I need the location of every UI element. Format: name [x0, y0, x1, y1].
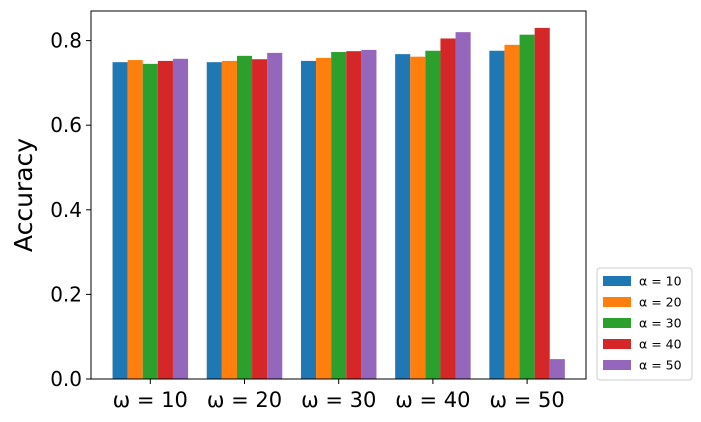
bar [361, 49, 377, 379]
legend-swatch [603, 360, 631, 370]
bar [504, 44, 520, 380]
bar [440, 38, 456, 380]
legend-label: α = 20 [639, 295, 682, 310]
x-tick-label: ω = 20 [207, 388, 282, 412]
y-tick-label: 0.4 [50, 198, 82, 222]
bar [157, 60, 173, 379]
bar [410, 56, 426, 380]
x-tick-label: ω = 30 [301, 388, 376, 412]
bars-layer [112, 27, 565, 380]
bar [534, 27, 550, 379]
y-axis: 0.0 0.2 0.4 0.6 0.8 [50, 29, 91, 391]
bar [316, 57, 332, 379]
bar [300, 60, 317, 379]
bar [489, 50, 505, 379]
bar [112, 62, 128, 380]
legend-swatch [603, 339, 631, 349]
bar [267, 52, 283, 379]
bar [331, 52, 347, 379]
bar [425, 50, 441, 379]
legend-swatch [603, 297, 631, 307]
bar [236, 55, 253, 380]
legend-box [596, 267, 693, 381]
legend-swatch [603, 276, 631, 286]
bar [346, 51, 362, 380]
legend: α = 10 α = 20 α = 30 α = 40 α = 50 [596, 267, 693, 381]
bar [142, 63, 158, 380]
bar [221, 60, 237, 379]
x-axis: ω = 10 ω = 20 ω = 30 ω = 40 ω = 50 [113, 379, 565, 412]
bar [395, 54, 411, 379]
legend-label: α = 30 [639, 316, 682, 331]
bar [172, 58, 189, 380]
y-tick-label: 0.6 [50, 113, 82, 137]
bar [455, 32, 471, 380]
y-tick-label: 0.2 [50, 282, 82, 306]
bar [206, 62, 222, 380]
x-tick-label: ω = 10 [113, 388, 188, 412]
bar [519, 34, 535, 379]
y-tick-label: 0.8 [50, 29, 82, 53]
x-tick-label: ω = 40 [395, 388, 470, 412]
y-tick-label: 0.0 [50, 367, 82, 391]
legend-label: α = 50 [639, 358, 682, 373]
bar [127, 60, 143, 379]
legend-swatch [603, 318, 631, 328]
bar [549, 359, 565, 379]
bar [252, 59, 268, 379]
legend-label: α = 40 [639, 337, 682, 352]
legend-label: α = 10 [639, 274, 682, 289]
x-tick-label: ω = 50 [489, 388, 564, 412]
y-axis-label: Accuracy [9, 138, 38, 252]
